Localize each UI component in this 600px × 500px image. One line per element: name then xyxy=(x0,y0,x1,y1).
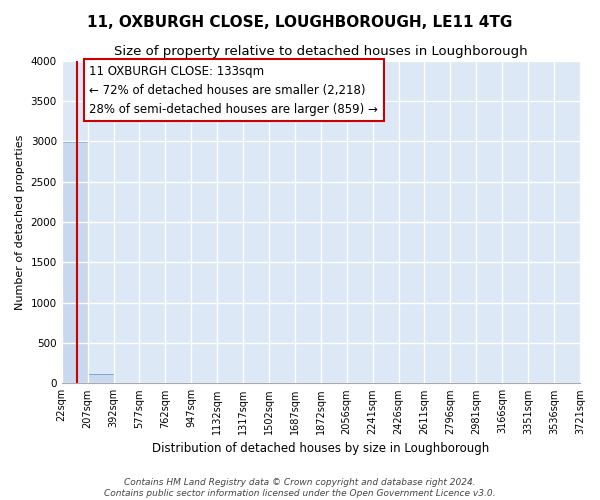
Text: 11, OXBURGH CLOSE, LOUGHBOROUGH, LE11 4TG: 11, OXBURGH CLOSE, LOUGHBOROUGH, LE11 4T… xyxy=(88,15,512,30)
Title: Size of property relative to detached houses in Loughborough: Size of property relative to detached ho… xyxy=(114,45,527,58)
Text: 11 OXBURGH CLOSE: 133sqm
← 72% of detached houses are smaller (2,218)
28% of sem: 11 OXBURGH CLOSE: 133sqm ← 72% of detach… xyxy=(89,64,378,116)
Bar xyxy=(88,374,113,384)
Y-axis label: Number of detached properties: Number of detached properties xyxy=(15,134,25,310)
Bar xyxy=(62,142,88,384)
X-axis label: Distribution of detached houses by size in Loughborough: Distribution of detached houses by size … xyxy=(152,442,490,455)
Text: Contains HM Land Registry data © Crown copyright and database right 2024.
Contai: Contains HM Land Registry data © Crown c… xyxy=(104,478,496,498)
